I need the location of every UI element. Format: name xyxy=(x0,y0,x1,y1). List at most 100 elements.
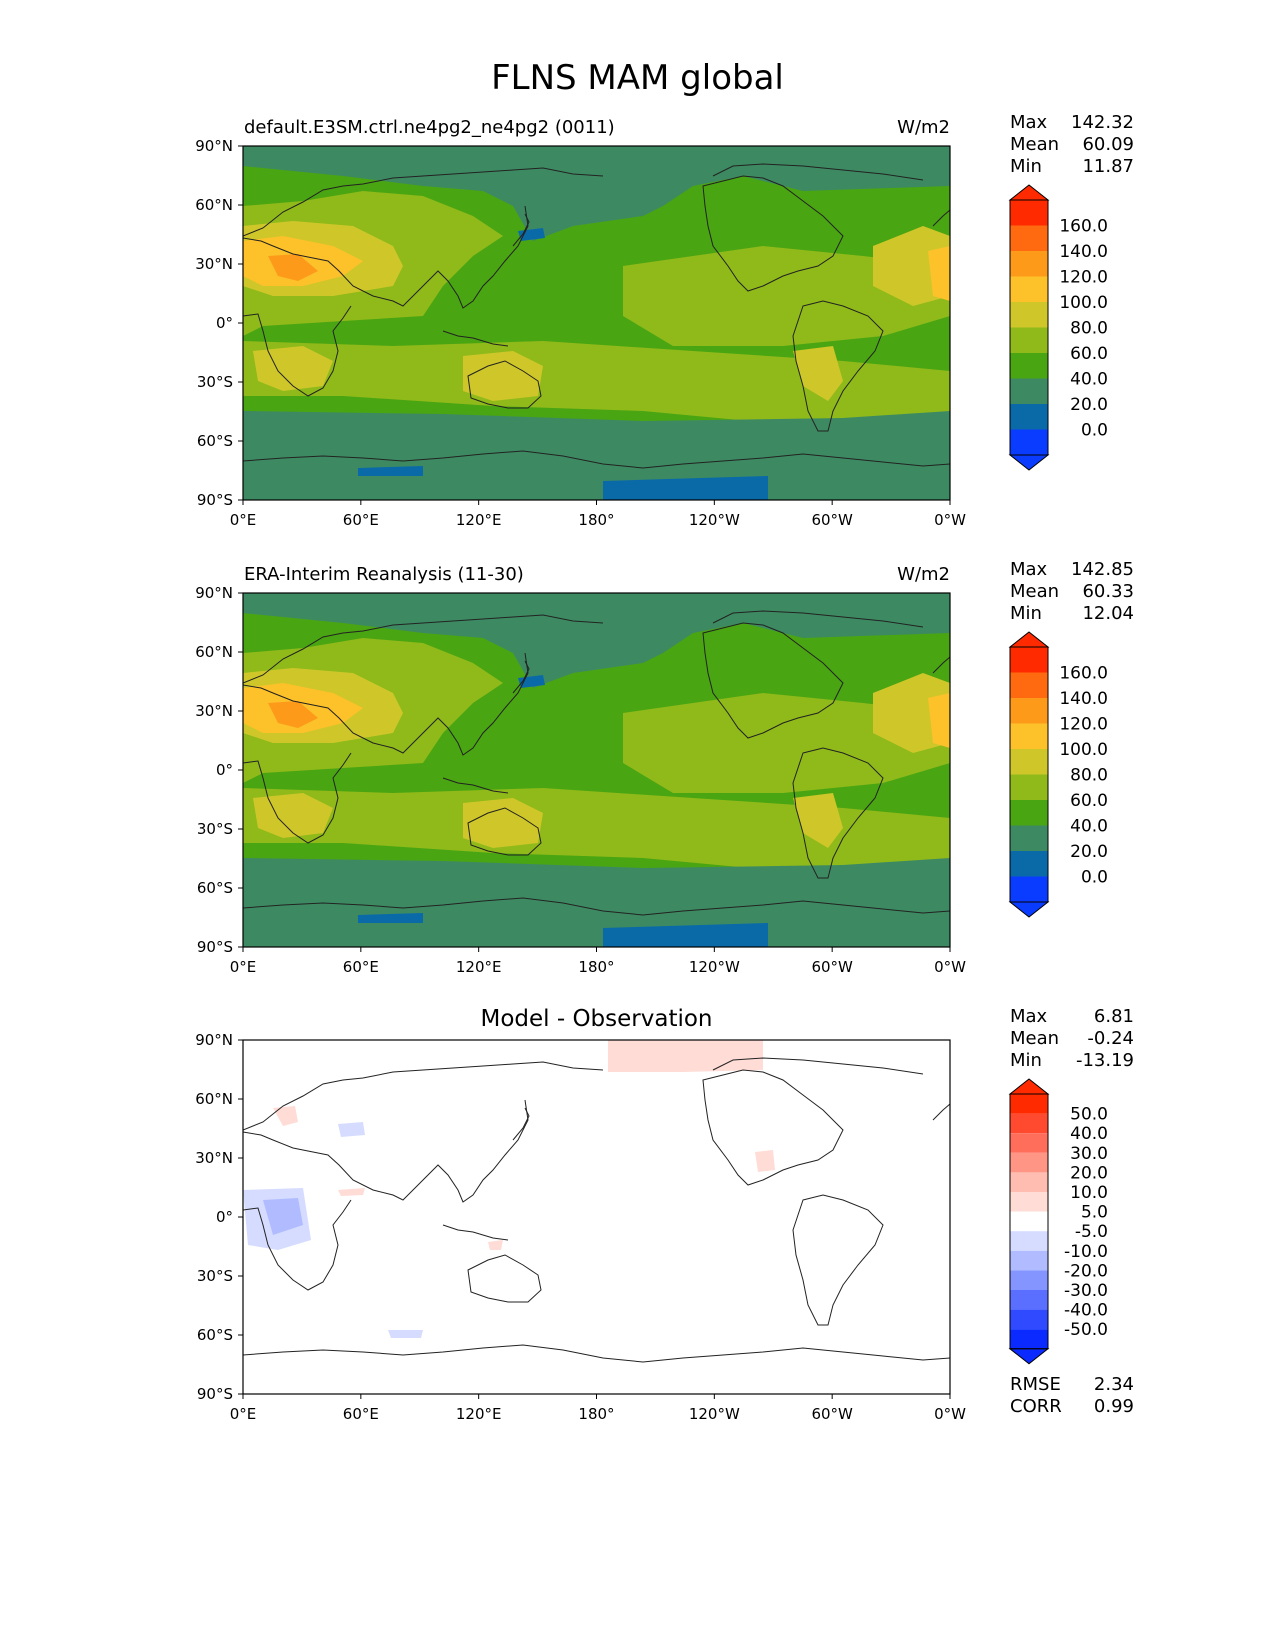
field-contour xyxy=(338,1122,365,1137)
y-tick-label: 60°N xyxy=(195,196,233,214)
colorbar-segment xyxy=(1010,774,1048,800)
colorbar-extend-bottom xyxy=(1008,454,1050,471)
field-contour xyxy=(253,346,333,391)
x-tick-label: 0°W xyxy=(934,1405,966,1423)
figure-title: FLNS MAM global xyxy=(491,58,784,98)
y-tick-label: 90°N xyxy=(195,1031,233,1049)
y-tick-label: 60°S xyxy=(197,432,233,450)
field-contour xyxy=(603,923,768,947)
colorbar-segment xyxy=(1010,251,1048,277)
field-contour xyxy=(243,788,950,873)
colorbar-frame xyxy=(1009,199,1049,456)
colorbar-segment xyxy=(1010,302,1048,328)
field-contour xyxy=(873,226,950,306)
colorbar-tick-label: 40.0 xyxy=(1070,817,1108,837)
field-contour xyxy=(358,913,423,923)
colorbar-tick-label: 5.0 xyxy=(1081,1203,1108,1223)
colorbar-tick-label: -10.0 xyxy=(1064,1242,1108,1262)
colorbar-tick-label: 30.0 xyxy=(1070,1144,1108,1164)
colorbar-segment xyxy=(1010,1094,1048,1114)
colorbar-tick-label: -50.0 xyxy=(1064,1320,1108,1340)
colorbar-frame xyxy=(1009,646,1049,903)
y-tick-label: 0° xyxy=(216,761,233,779)
x-tick-label: 60°E xyxy=(343,511,379,529)
colorbar-segment xyxy=(1010,429,1048,455)
field-contour xyxy=(243,858,950,947)
field-contour xyxy=(793,346,843,401)
field-contour xyxy=(358,466,423,476)
field-contour xyxy=(488,1240,503,1250)
colorbar-tick-label: 0.0 xyxy=(1081,421,1108,441)
x-tick-label: 0°E xyxy=(230,1405,257,1423)
colorbar-tick-label: 20.0 xyxy=(1070,1163,1108,1183)
colorbar-tick-label: 60.0 xyxy=(1070,791,1108,811)
y-tick-label: 90°S xyxy=(197,938,233,956)
field-contour xyxy=(253,793,333,838)
colorbar-tick-label: 140.0 xyxy=(1059,689,1108,709)
colorbar-tick-label: -5.0 xyxy=(1075,1222,1108,1242)
x-tick-label: 0°W xyxy=(934,958,966,976)
x-tick-label: 120°E xyxy=(456,1405,502,1423)
field-contour xyxy=(268,701,318,728)
colorbar-segment xyxy=(1010,723,1048,749)
colorbar-extend-top xyxy=(1008,1078,1050,1095)
x-tick-label: 60°W xyxy=(811,1405,853,1423)
colorbar-tick-label: 120.0 xyxy=(1059,715,1108,735)
colorbar-segment xyxy=(1010,1309,1048,1330)
colorbar-tick-label: 140.0 xyxy=(1059,242,1108,262)
colorbar-segment xyxy=(1010,353,1048,379)
colorbar-segment xyxy=(1010,1270,1048,1290)
field-contour xyxy=(338,1188,365,1196)
colorbar-segment xyxy=(1010,1211,1048,1232)
x-tick-label: 0°E xyxy=(230,958,257,976)
field-contour xyxy=(603,476,768,500)
map-test: 0°E 60°E 120°E 180° 120°W 60°W 0°W 90°N 60°N 30°N… xyxy=(195,137,1108,529)
colorbar-tick-label: 100.0 xyxy=(1059,740,1108,760)
colorbar-tick-label: -30.0 xyxy=(1064,1281,1108,1301)
colorbar-segment xyxy=(1010,800,1048,826)
colorbar-tick-label: 100.0 xyxy=(1059,293,1108,313)
field-contour xyxy=(928,693,950,748)
colorbar-segment xyxy=(1010,698,1048,724)
colorbar-tick-label: 160.0 xyxy=(1059,217,1108,237)
x-tick-label: 0°W xyxy=(934,511,966,529)
colorbar-tick-label: 60.0 xyxy=(1070,344,1108,364)
colorbar-segment xyxy=(1010,1133,1048,1153)
colorbar-segment xyxy=(1010,1231,1048,1251)
x-tick-label: 60°W xyxy=(811,958,853,976)
colorbar-segment xyxy=(1010,851,1048,877)
colorbar-tick-label: 40.0 xyxy=(1070,370,1108,390)
colorbar-frame xyxy=(1009,1093,1049,1350)
y-tick-label: 30°N xyxy=(195,255,233,273)
field-contour xyxy=(243,341,950,426)
colorbar-segment xyxy=(1010,404,1048,430)
field-contour xyxy=(243,593,950,688)
x-tick-label: 120°E xyxy=(456,958,502,976)
colorbar-segment xyxy=(1010,225,1048,251)
y-tick-label: 30°N xyxy=(195,702,233,720)
colorbar-segment xyxy=(1010,672,1048,698)
y-tick-label: 30°S xyxy=(197,820,233,838)
field-background xyxy=(243,1040,950,1394)
x-tick-label: 60°E xyxy=(343,1405,379,1423)
colorbar-segment xyxy=(1010,1329,1048,1349)
colorbar-extend-top xyxy=(1008,631,1050,648)
colorbar-tick-label: 0.0 xyxy=(1081,868,1108,888)
colorbar-tick-label: 20.0 xyxy=(1070,395,1108,415)
field-contour xyxy=(873,673,950,753)
colorbar-segment xyxy=(1010,200,1048,226)
x-tick-label: 120°W xyxy=(689,958,740,976)
field-contour xyxy=(243,146,950,241)
colorbar-tick-label: 80.0 xyxy=(1070,319,1108,339)
colorbar-segment xyxy=(1010,1113,1048,1134)
y-tick-label: 90°N xyxy=(195,137,233,155)
field-contour xyxy=(243,411,950,500)
colorbar-segment xyxy=(1010,1250,1048,1271)
field-contour xyxy=(623,693,950,793)
colorbar-segment xyxy=(1010,1192,1048,1212)
colorbar-segment xyxy=(1010,876,1048,902)
field-contour xyxy=(793,793,843,848)
y-tick-label: 90°N xyxy=(195,584,233,602)
colorbar-tick-label: 20.0 xyxy=(1070,842,1108,862)
